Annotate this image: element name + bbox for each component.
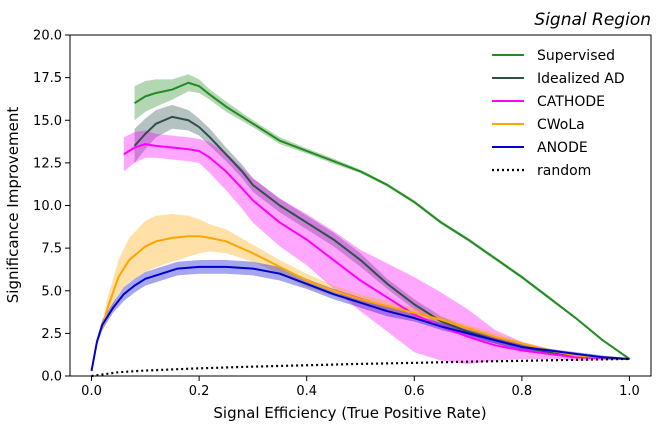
- y-tick-label: 5.0: [41, 284, 62, 299]
- legend-label-cwola: CWoLa: [537, 117, 585, 133]
- x-tick-label: 0.0: [81, 384, 102, 399]
- legend-label-random: random: [537, 163, 591, 179]
- legend: Supervised Idealized AD CATHODE CWoLa ANODE r…: [492, 48, 625, 179]
- x-tick-label: 0.4: [296, 384, 317, 399]
- cwola-band: [102, 214, 630, 360]
- y-tick-label: 7.5: [41, 242, 62, 257]
- y-tick-label: 0.0: [41, 370, 62, 385]
- y-axis-ticks: 0.0 2.5 5.0 7.5 10.0 12.5 15.0 17.5 20.0: [33, 29, 70, 385]
- x-axis-ticks: 0.0 0.2 0.4 0.6 0.8 1.0: [81, 376, 640, 399]
- y-tick-label: 2.5: [41, 327, 62, 342]
- y-tick-label: 12.5: [33, 156, 62, 171]
- anode-line: [90, 265, 630, 372]
- cwola-line: [101, 235, 630, 360]
- y-tick-label: 20.0: [33, 29, 62, 44]
- series-lines: [90, 81, 631, 378]
- legend-label-anode: ANODE: [537, 140, 588, 156]
- legend-label-cathode: CATHODE: [537, 94, 605, 110]
- cathode-band: [123, 130, 630, 365]
- x-axis-label: Signal Efficiency (True Positive Rate): [213, 404, 486, 422]
- y-tick-label: 15.0: [33, 114, 62, 129]
- legend-label-idealized-ad: Idealized AD: [537, 71, 625, 87]
- legend-label-supervised: Supervised: [537, 48, 615, 64]
- cathode-line: [123, 143, 630, 360]
- y-tick-label: 17.5: [33, 71, 62, 86]
- x-tick-label: 0.8: [512, 384, 533, 399]
- chart-title: Signal Region: [534, 10, 651, 30]
- x-tick-label: 0.6: [404, 384, 425, 399]
- x-tick-label: 1.0: [619, 384, 640, 399]
- supervised-line: [134, 81, 631, 360]
- random-line: [91, 357, 630, 378]
- uncertainty-bands: [91, 74, 630, 373]
- y-axis-label: Significance Improvement: [4, 107, 22, 304]
- y-tick-label: 10.0: [33, 199, 62, 214]
- x-tick-label: 0.2: [189, 384, 210, 399]
